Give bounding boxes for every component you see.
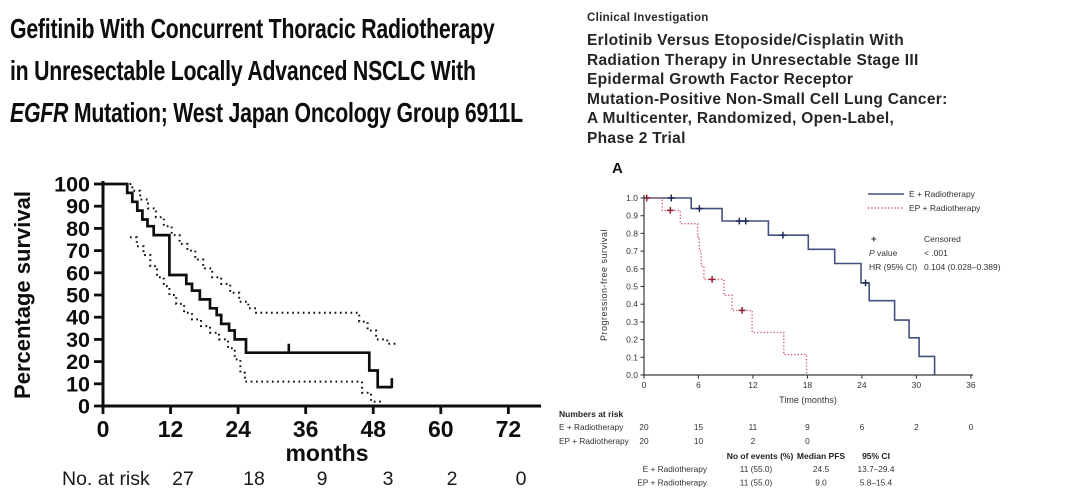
svg-text:90: 90 bbox=[66, 195, 90, 219]
svg-text:E + Radiotherapy: E + Radiotherapy bbox=[559, 422, 624, 432]
svg-text:Time (months): Time (months) bbox=[779, 395, 837, 405]
svg-text:13.7–29.4: 13.7–29.4 bbox=[858, 464, 895, 474]
svg-text:70: 70 bbox=[66, 239, 90, 263]
svg-text:0: 0 bbox=[516, 468, 527, 490]
right-km-pfs-figure: A 0.0 0.1 0.2 0.3 0.4 0.5 0.6 0.7 0.8 0.9 1.0 0 6 12 18… bbox=[559, 160, 1001, 488]
svg-text:11: 11 bbox=[749, 422, 758, 432]
svg-text:0: 0 bbox=[969, 422, 974, 432]
right-article-header: Clinical Investigation Erlotinib Versus … bbox=[587, 12, 1067, 148]
svg-text:P value: P value bbox=[869, 248, 898, 258]
svg-text:0: 0 bbox=[97, 416, 110, 442]
svg-text:A: A bbox=[612, 160, 623, 177]
svg-text:0.8: 0.8 bbox=[626, 228, 638, 238]
right-series bbox=[644, 197, 808, 375]
svg-text:100: 100 bbox=[54, 173, 90, 197]
svg-text:5.8–15.4: 5.8–15.4 bbox=[860, 478, 893, 488]
svg-text:0.3: 0.3 bbox=[626, 317, 638, 327]
svg-text:9: 9 bbox=[317, 468, 328, 490]
svg-text:24: 24 bbox=[857, 380, 867, 390]
svg-text:0.7: 0.7 bbox=[626, 246, 638, 256]
svg-text:2: 2 bbox=[751, 436, 756, 446]
svg-text:15: 15 bbox=[694, 422, 704, 432]
left-series-upper-95ci bbox=[103, 183, 399, 345]
svg-text:40: 40 bbox=[66, 306, 90, 330]
svg-text:0.1: 0.1 bbox=[626, 352, 638, 362]
svg-text:18: 18 bbox=[803, 380, 813, 390]
svg-text:months: months bbox=[285, 440, 368, 466]
svg-text:Median PFS: Median PFS bbox=[797, 451, 846, 461]
right-series bbox=[644, 197, 936, 375]
svg-text:0: 0 bbox=[78, 395, 90, 419]
svg-text:EP + Radiotherapy: EP + Radiotherapy bbox=[637, 478, 708, 488]
left-series-overall-survival bbox=[103, 182, 392, 389]
left-title-line3-rest: Mutation; West Japan Oncology Group 6911… bbox=[68, 97, 523, 128]
svg-text:EP + Radiotherapy: EP + Radiotherapy bbox=[559, 436, 630, 446]
svg-text:0.0: 0.0 bbox=[626, 370, 638, 380]
svg-text:No of events (%): No of events (%) bbox=[727, 451, 794, 461]
svg-text:Numbers at risk: Numbers at risk bbox=[559, 409, 624, 419]
svg-text:6: 6 bbox=[696, 380, 701, 390]
svg-text:0: 0 bbox=[642, 380, 647, 390]
svg-text:2: 2 bbox=[914, 422, 919, 432]
svg-text:30: 30 bbox=[912, 380, 922, 390]
svg-text:1.0: 1.0 bbox=[626, 193, 638, 203]
left-title-gene: EGFR bbox=[10, 97, 69, 128]
svg-text:30: 30 bbox=[66, 328, 90, 352]
svg-text:0.6: 0.6 bbox=[626, 264, 638, 274]
svg-text:0: 0 bbox=[805, 436, 810, 446]
svg-text:11 (55.0): 11 (55.0) bbox=[740, 478, 773, 488]
svg-text:72: 72 bbox=[496, 416, 522, 442]
svg-text:20: 20 bbox=[639, 422, 649, 432]
svg-text:12: 12 bbox=[158, 416, 184, 442]
svg-text:< .001: < .001 bbox=[924, 248, 948, 258]
svg-text:2: 2 bbox=[447, 468, 458, 490]
svg-text:3: 3 bbox=[383, 468, 394, 490]
svg-text:0.5: 0.5 bbox=[626, 282, 638, 292]
svg-text:0.9: 0.9 bbox=[626, 211, 638, 221]
svg-text:60: 60 bbox=[66, 261, 90, 285]
article-category-label: Clinical Investigation bbox=[587, 12, 709, 24]
svg-text:36: 36 bbox=[293, 416, 319, 442]
left-article-title: Gefitinib With Concurrent Thoracic Radio… bbox=[10, 8, 557, 134]
svg-text:Percentage survival: Percentage survival bbox=[10, 191, 35, 399]
svg-text:0.4: 0.4 bbox=[626, 299, 638, 309]
svg-text:No. at risk: No. at risk bbox=[62, 468, 150, 490]
svg-text:11 (55.0): 11 (55.0) bbox=[740, 464, 773, 474]
svg-text:36: 36 bbox=[966, 380, 976, 390]
svg-text:12: 12 bbox=[748, 380, 758, 390]
svg-text:0.2: 0.2 bbox=[626, 335, 638, 345]
svg-text:HR (95% CI): HR (95% CI) bbox=[869, 262, 917, 272]
svg-text:Censored: Censored bbox=[924, 234, 961, 244]
svg-text:Progression-free survival: Progression-free survival bbox=[599, 229, 609, 341]
left-title-line1: Gefitinib With Concurrent Thoracic Radio… bbox=[10, 13, 495, 44]
svg-text:20: 20 bbox=[639, 436, 649, 446]
left-title-line3: EGFR Mutation; West Japan Oncology Group… bbox=[10, 92, 557, 134]
svg-text:24: 24 bbox=[225, 416, 251, 442]
svg-text:E + Radiotherapy: E + Radiotherapy bbox=[909, 189, 976, 199]
svg-text:10: 10 bbox=[66, 372, 90, 396]
svg-text:9.0: 9.0 bbox=[815, 478, 827, 488]
svg-text:60: 60 bbox=[428, 416, 454, 442]
svg-text:95% CI: 95% CI bbox=[862, 451, 890, 461]
svg-text:6: 6 bbox=[860, 422, 865, 432]
svg-text:0.104 (0.028–0.389): 0.104 (0.028–0.389) bbox=[924, 262, 1001, 272]
svg-text:24.5: 24.5 bbox=[813, 464, 830, 474]
svg-text:27: 27 bbox=[172, 468, 194, 490]
svg-text:20: 20 bbox=[66, 350, 90, 374]
right-article-title: Erlotinib Versus Etoposide/Cisplatin Wit… bbox=[587, 32, 948, 147]
svg-text:9: 9 bbox=[805, 422, 810, 432]
left-title-line2: in Unresectable Locally Advanced NSCLC W… bbox=[10, 55, 476, 86]
svg-text:48: 48 bbox=[360, 416, 386, 442]
svg-text:18: 18 bbox=[243, 468, 265, 490]
svg-text:50: 50 bbox=[66, 284, 90, 308]
svg-text:10: 10 bbox=[694, 436, 704, 446]
svg-text:EP + Radiotherapy: EP + Radiotherapy bbox=[909, 203, 981, 213]
svg-text:+: + bbox=[871, 234, 877, 245]
svg-text:80: 80 bbox=[66, 217, 90, 241]
svg-text:E + Radiotherapy: E + Radiotherapy bbox=[643, 464, 708, 474]
